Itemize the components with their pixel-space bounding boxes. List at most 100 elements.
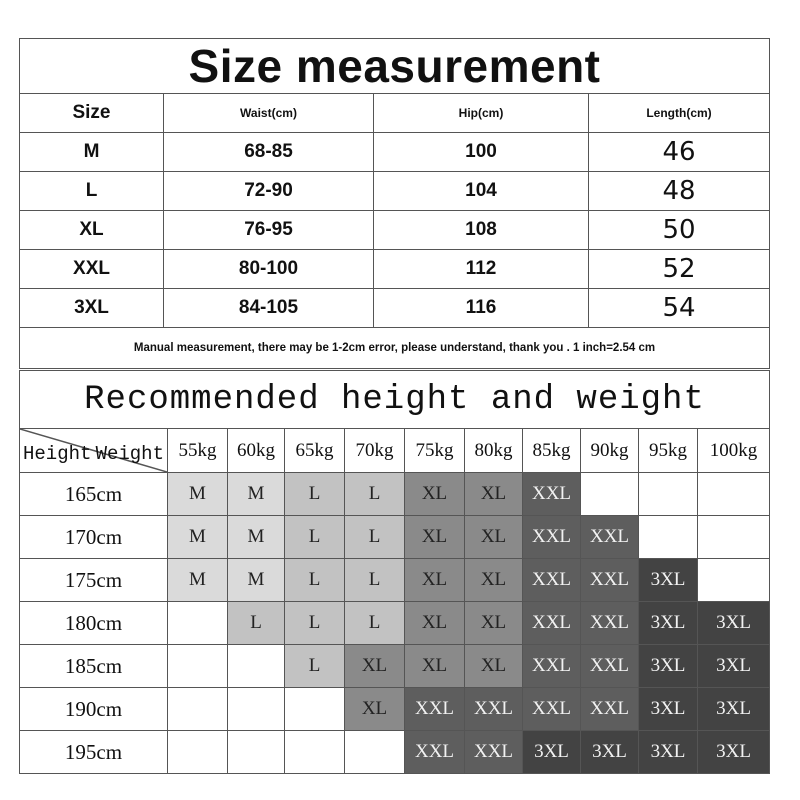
height-row-180cm: 180cm L L L XL XL XXL XXL 3XL 3XL	[19, 601, 771, 645]
size-recommendation-cell: 3XL	[522, 730, 581, 774]
hip-cell: 112	[373, 249, 589, 289]
size-recommendation-cell	[227, 730, 285, 774]
size-recommendation-cell: XXL	[522, 644, 581, 688]
size-recommendation-cell: XXL	[522, 687, 581, 731]
size-recommendation-cell: 3XL	[696, 687, 771, 731]
size-recommendation-cell	[344, 730, 405, 774]
size-recommendation-cell: XL	[464, 601, 523, 645]
size-recommendation-cell: 3XL	[638, 687, 698, 731]
size-recommendation-cell: XL	[404, 472, 465, 516]
size-recommendation-cell: L	[344, 472, 405, 516]
weight-header-60kg: 60kg	[227, 428, 285, 473]
hip-cell: 104	[373, 171, 589, 211]
height-label: 165cm	[19, 472, 168, 516]
size-recommendation-cell: M	[167, 515, 228, 559]
size-recommendation-cell: 3XL	[638, 644, 698, 688]
height-label: 175cm	[19, 558, 168, 602]
size-recommendation-cell: XL	[404, 644, 465, 688]
size-recommendation-cell: XL	[404, 515, 465, 559]
size-cell: XL	[19, 210, 164, 250]
size-measurement-table: Size measurement Size Waist(cm) Hip(cm) …	[18, 38, 771, 369]
height-row-165cm: 165cm M M L L XL XL XXL	[19, 472, 771, 516]
weight-header-100kg: 100kg	[696, 428, 771, 473]
header-size: Size	[19, 93, 164, 133]
size-recommendation-cell: XXL	[580, 601, 639, 645]
size-cell: 3XL	[19, 288, 164, 328]
size-recommendation-cell: XXL	[464, 730, 523, 774]
hip-cell: 108	[373, 210, 589, 250]
recommendation-title: Recommended height and weight	[18, 370, 771, 429]
size-recommendation-cell: L	[284, 644, 345, 688]
size-measurement-title: Size measurement	[18, 38, 771, 94]
size-row: L 72-90 104 48	[19, 171, 771, 211]
size-recommendation-cell: XL	[344, 644, 405, 688]
length-cell: 54	[587, 288, 771, 328]
size-recommendation-cell: XL	[344, 687, 405, 731]
size-recommendation-cell: XXL	[522, 558, 581, 602]
recommendation-table: Recommended height and weight Height Wei…	[18, 370, 771, 774]
size-recommendation-cell: XXL	[404, 687, 465, 731]
size-recommendation-cell: XL	[464, 644, 523, 688]
size-recommendation-cell	[167, 687, 228, 731]
size-recommendation-cell: XL	[464, 515, 523, 559]
size-cell: XXL	[19, 249, 164, 289]
size-chart: Size measurement Size Waist(cm) Hip(cm) …	[18, 38, 771, 774]
size-recommendation-cell	[580, 472, 639, 516]
size-row: M 68-85 100 46	[19, 132, 771, 172]
height-label: 185cm	[19, 644, 168, 688]
height-label: 180cm	[19, 601, 168, 645]
size-recommendation-cell	[696, 515, 771, 559]
waist-cell: 80-100	[163, 249, 374, 289]
size-recommendation-cell: XXL	[580, 515, 639, 559]
hip-cell: 100	[373, 132, 589, 172]
size-recommendation-cell	[167, 644, 228, 688]
size-recommendation-cell: L	[227, 601, 285, 645]
size-recommendation-cell: XXL	[522, 515, 581, 559]
header-hip: Hip(cm)	[373, 93, 589, 133]
weight-header-95kg: 95kg	[638, 428, 698, 473]
size-recommendation-cell: XL	[464, 558, 523, 602]
size-recommendation-cell	[696, 472, 771, 516]
size-row: XXL 80-100 112 52	[19, 249, 771, 289]
size-recommendation-cell: L	[284, 558, 345, 602]
length-cell: 50	[587, 210, 771, 250]
waist-cell: 76-95	[163, 210, 374, 250]
corner-cell: Height Weight	[19, 428, 168, 473]
size-recommendation-cell	[638, 515, 698, 559]
size-recommendation-cell: 3XL	[580, 730, 639, 774]
height-label: 190cm	[19, 687, 168, 731]
size-recommendation-cell	[227, 644, 285, 688]
size-recommendation-cell: XXL	[580, 558, 639, 602]
size-recommendation-cell: L	[284, 515, 345, 559]
size-recommendation-cell: 3XL	[696, 644, 771, 688]
waist-cell: 72-90	[163, 171, 374, 211]
size-recommendation-cell: L	[284, 472, 345, 516]
weight-header-55kg: 55kg	[167, 428, 228, 473]
size-recommendation-cell: M	[227, 558, 285, 602]
size-recommendation-cell	[284, 730, 345, 774]
weight-header-row: Height Weight 55kg 60kg 65kg 70kg 75kg 80kg 85…	[19, 428, 771, 473]
size-row: 3XL 84-105 116 54	[19, 288, 771, 328]
size-recommendation-cell: L	[344, 515, 405, 559]
height-row-190cm: 190cm XL XXL XXL XXL XXL 3XL 3XL	[19, 687, 771, 731]
height-row-170cm: 170cm M M L L XL XL XXL XXL	[19, 515, 771, 559]
size-recommendation-cell	[167, 601, 228, 645]
weight-header-65kg: 65kg	[284, 428, 345, 473]
height-label: 170cm	[19, 515, 168, 559]
size-recommendation-cell: 3XL	[696, 730, 771, 774]
weight-header-80kg: 80kg	[464, 428, 523, 473]
corner-weight-label: Weight	[95, 443, 164, 465]
size-recommendation-cell: L	[284, 601, 345, 645]
size-recommendation-cell: 3XL	[638, 730, 698, 774]
waist-cell: 68-85	[163, 132, 374, 172]
weight-header-75kg: 75kg	[404, 428, 465, 473]
size-recommendation-cell: XXL	[522, 601, 581, 645]
size-recommendation-cell	[167, 730, 228, 774]
size-recommendation-cell: L	[344, 601, 405, 645]
size-row: XL 76-95 108 50	[19, 210, 771, 250]
measurement-note: Manual measurement, there may be 1-2cm e…	[18, 327, 771, 369]
length-cell: 46	[587, 132, 771, 172]
size-recommendation-cell: M	[167, 472, 228, 516]
size-cell: L	[19, 171, 164, 211]
size-recommendation-cell: XXL	[404, 730, 465, 774]
